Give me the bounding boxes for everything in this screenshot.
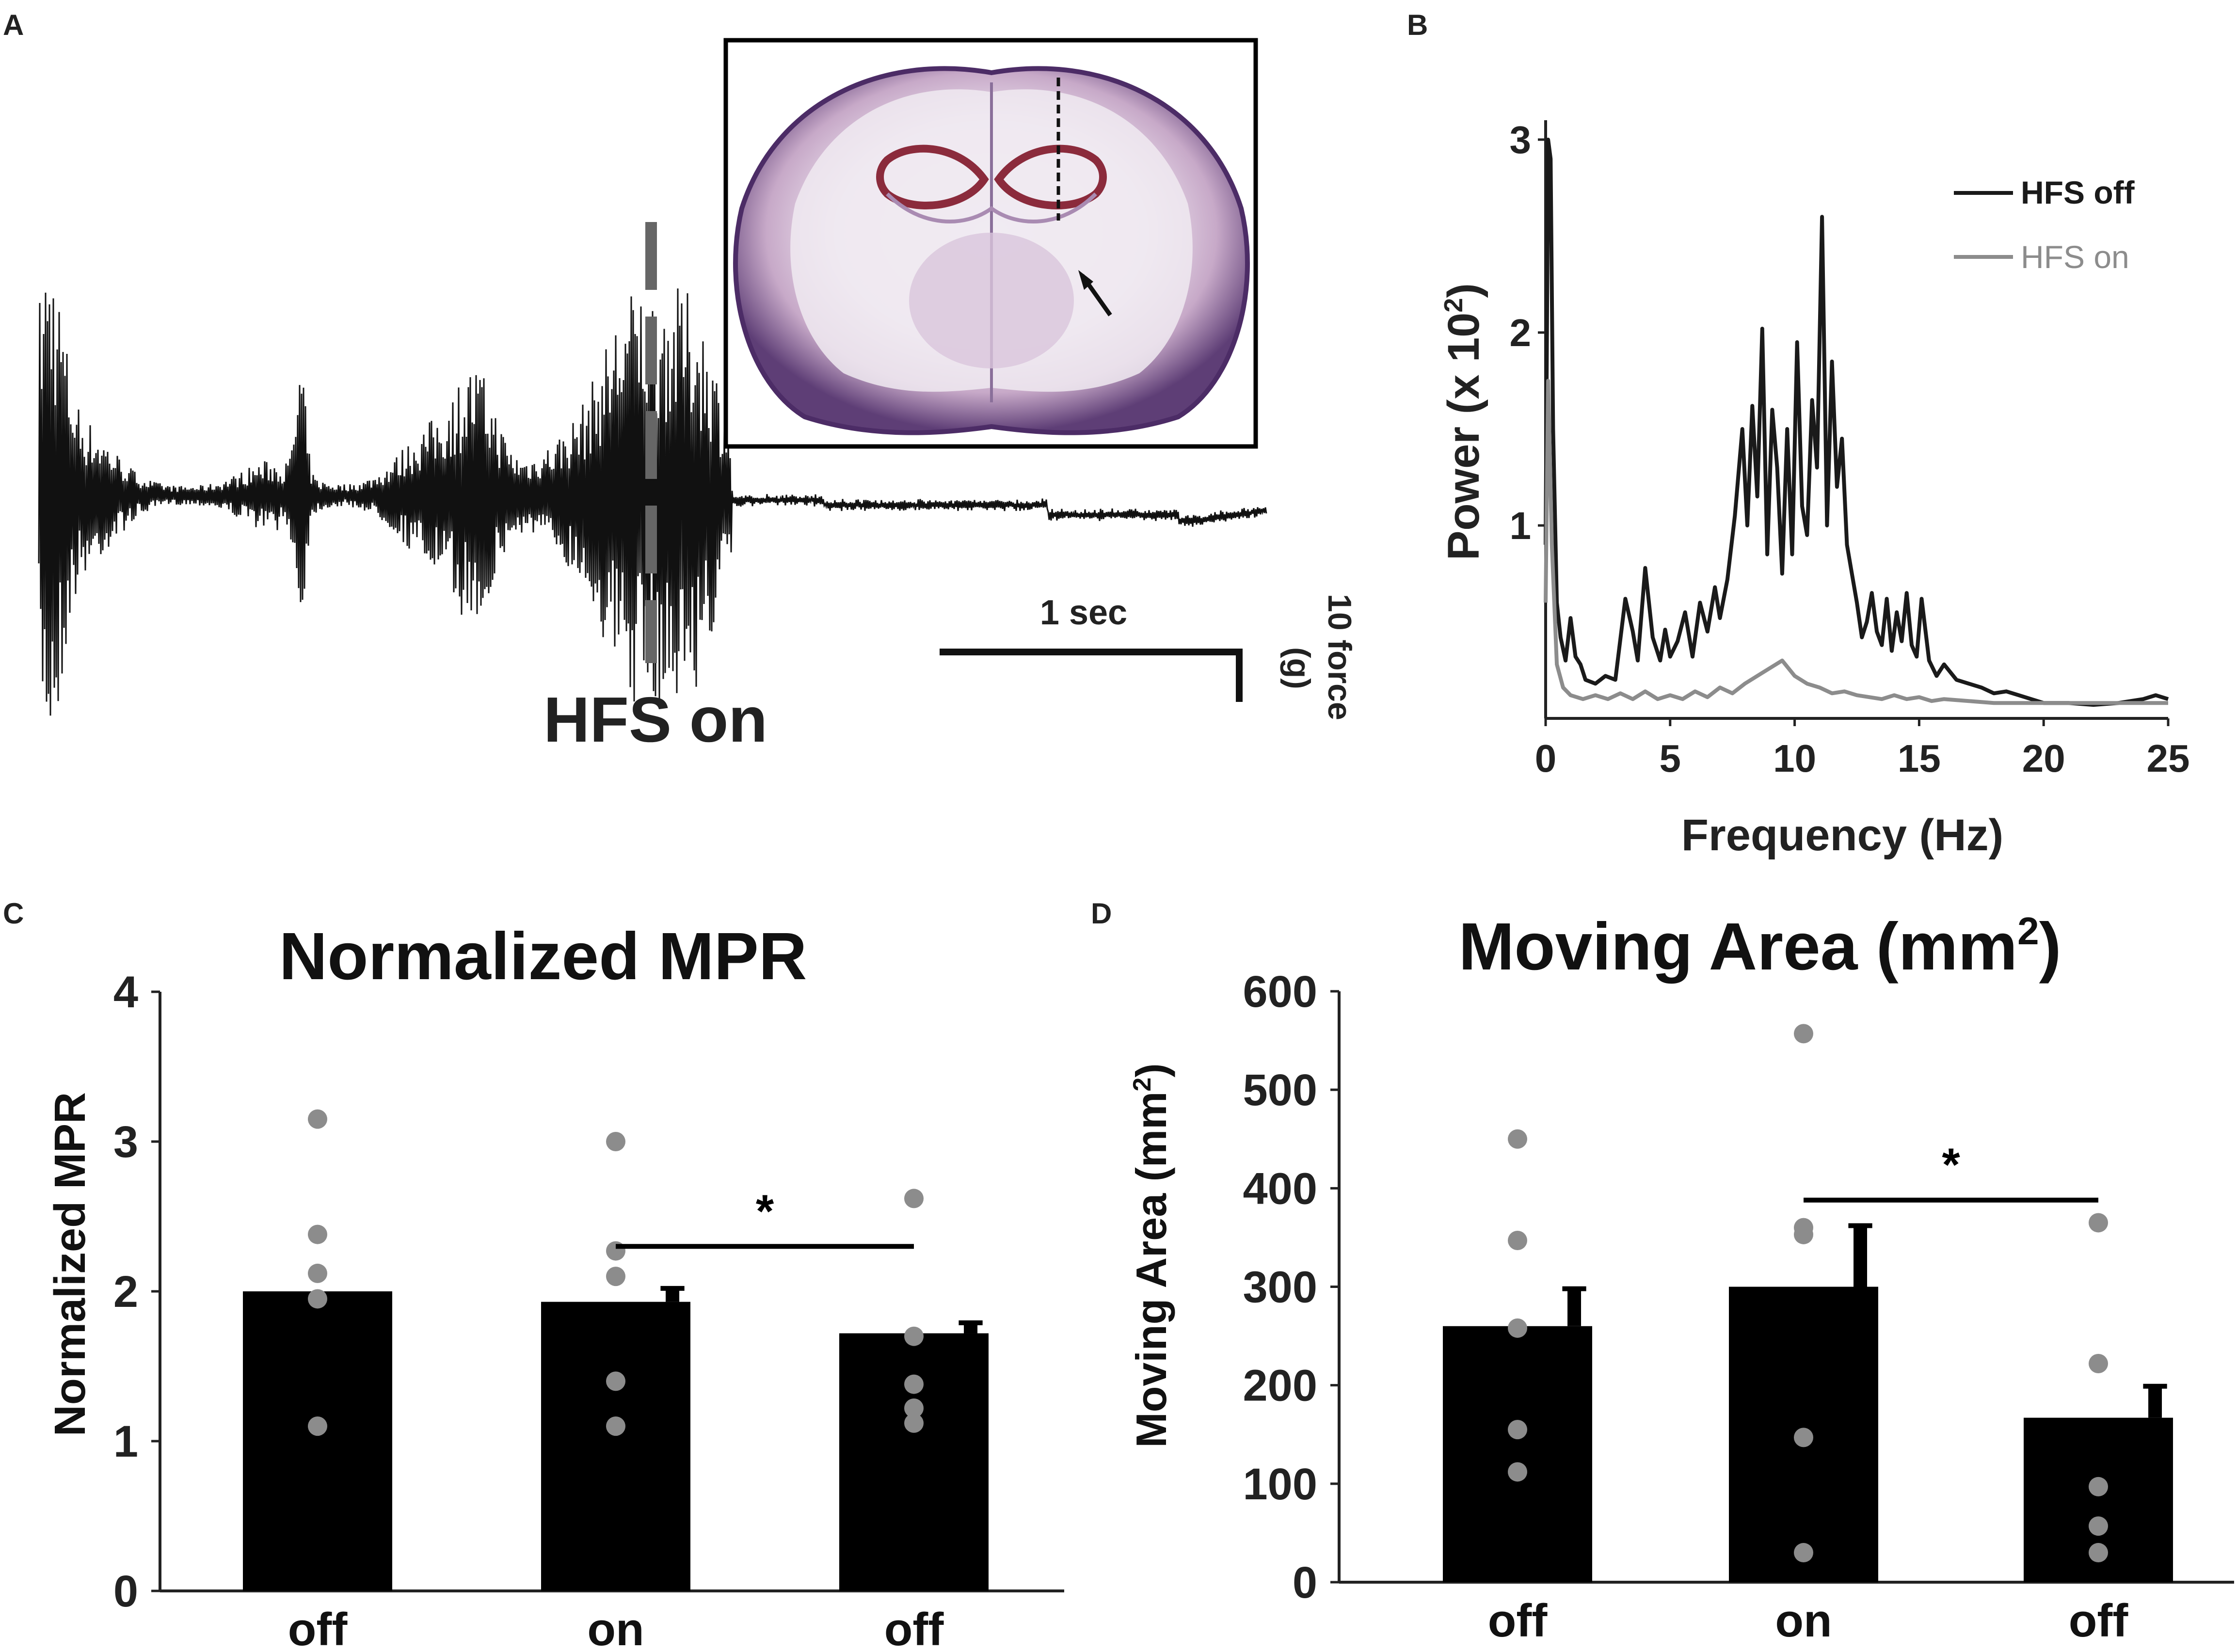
c-data-point — [904, 1398, 924, 1418]
d-y-tick-label: 500 — [1243, 1065, 1318, 1115]
b-y-tick-label: 2 — [1510, 311, 1532, 354]
d-data-point — [1508, 1420, 1527, 1440]
panel-d-letter: D — [1091, 897, 1112, 930]
d-data-point — [1794, 1543, 1813, 1563]
c-plot: 0 1 2 3 4 off on off * — [113, 968, 989, 1652]
d-data-point — [2089, 1213, 2108, 1233]
force-scale-unit: (g) — [1280, 647, 1317, 689]
b-y-tick-label: 3 — [1510, 118, 1532, 161]
d-data-point — [2089, 1543, 2108, 1563]
c-data-point — [308, 1416, 327, 1436]
force-scale-label: 10 force — [1321, 594, 1358, 720]
c-data-point — [308, 1263, 327, 1283]
panel-c-letter: C — [3, 897, 24, 930]
b-legend: HFS off HFS on — [1954, 175, 2135, 275]
d-y-tick-label: 600 — [1243, 967, 1318, 1017]
legend-label-hfs-off: HFS off — [2021, 175, 2135, 210]
panel-c: C Normalized MPR Normalized MPR 0 1 2 3 4 off… — [3, 897, 1064, 1652]
c-significance-star: * — [756, 1185, 774, 1237]
b-x-tick-label: 5 — [1660, 737, 1681, 780]
panel-a: A HFS on 1 sec 10 force (g) — [3, 9, 1358, 755]
series-hfs-off — [1544, 138, 2169, 707]
time-scale-label: 1 sec — [1040, 593, 1127, 632]
b-ticks: 0 5 10 15 20 25 1 2 3 — [1510, 118, 2190, 780]
hfs-on-label: HFS on — [543, 684, 767, 755]
d-data-point — [2089, 1516, 2108, 1536]
panel-b-letter: B — [1407, 9, 1428, 41]
d-y-tick-label: 0 — [1293, 1558, 1317, 1607]
legend-label-hfs-on: HFS on — [2021, 239, 2129, 275]
c-data-point — [904, 1374, 924, 1394]
d-data-point — [1508, 1462, 1527, 1482]
brain-section-inset — [723, 38, 1258, 449]
c-y-tick-label: 1 — [113, 1417, 138, 1466]
c-data-point — [606, 1132, 625, 1151]
d-title: Moving Area (mm2) — [1458, 909, 2061, 984]
c-category-label: off — [288, 1604, 348, 1652]
d-y-tick-label: 200 — [1243, 1361, 1318, 1411]
d-data-point — [1794, 1428, 1813, 1447]
d-bar — [1443, 1326, 1592, 1582]
b-x-tick-label: 15 — [1898, 737, 1941, 780]
d-y-label: Moving Area (mm2) — [1127, 1063, 1175, 1447]
c-bar — [243, 1291, 392, 1591]
d-significance-star: * — [1942, 1139, 1960, 1191]
c-data-point — [904, 1326, 924, 1346]
c-data-point — [904, 1413, 924, 1433]
d-data-point — [1794, 1024, 1813, 1044]
d-data-point — [1508, 1129, 1527, 1149]
c-data-point — [308, 1109, 327, 1129]
c-category-label: off — [884, 1604, 944, 1652]
c-y-tick-label: 0 — [113, 1567, 138, 1616]
panel-d: D Moving Area (mm2) Moving Area (mm2) 0 1… — [1091, 897, 2234, 1647]
panel-b: B 0 5 10 15 20 25 1 2 3 Frequency (Hz) Power (x … — [1407, 9, 2189, 860]
c-y-tick-label: 2 — [113, 1267, 138, 1317]
c-data-point — [904, 1189, 924, 1208]
d-y-tick-label: 400 — [1243, 1164, 1318, 1213]
d-category-label: on — [1775, 1595, 1832, 1647]
d-data-point — [1794, 1224, 1813, 1244]
d-data-point — [1508, 1318, 1527, 1338]
b-y-label: Power (x 102) — [1439, 283, 1488, 560]
b-x-tick-label: 20 — [2022, 737, 2065, 780]
b-x-tick-label: 10 — [1773, 737, 1816, 780]
c-category-label: on — [587, 1604, 644, 1652]
panel-a-letter: A — [3, 9, 24, 41]
c-title: Normalized MPR — [279, 919, 807, 994]
c-y-tick-label: 4 — [113, 968, 138, 1017]
c-y-label: Normalized MPR — [46, 1092, 95, 1436]
d-category-label: off — [1488, 1595, 1548, 1647]
c-bar — [541, 1302, 690, 1591]
d-data-point — [1508, 1231, 1527, 1251]
b-y-tick-label: 1 — [1510, 504, 1532, 547]
c-data-point — [606, 1371, 625, 1391]
c-data-point — [606, 1416, 625, 1436]
c-y-tick-label: 3 — [113, 1117, 138, 1167]
force-trace — [38, 288, 1267, 716]
c-data-point — [606, 1267, 625, 1287]
c-bar — [839, 1333, 989, 1591]
d-y-tick-label: 300 — [1243, 1263, 1318, 1312]
d-data-point — [2089, 1353, 2108, 1373]
c-data-point — [308, 1224, 327, 1244]
b-x-tick-label: 0 — [1535, 737, 1557, 780]
c-data-point — [308, 1289, 327, 1309]
d-plot: 0 100 200 300 400 500 600 off on off * — [1243, 967, 2173, 1647]
d-y-tick-label: 100 — [1243, 1460, 1318, 1509]
scale-bar: 1 sec 10 force (g) — [940, 593, 1358, 720]
d-category-label: off — [2069, 1595, 2129, 1647]
d-data-point — [2089, 1477, 2108, 1496]
b-x-label: Frequency (Hz) — [1681, 810, 2004, 860]
series-hfs-on — [1544, 379, 2168, 705]
b-x-tick-label: 25 — [2147, 737, 2190, 780]
